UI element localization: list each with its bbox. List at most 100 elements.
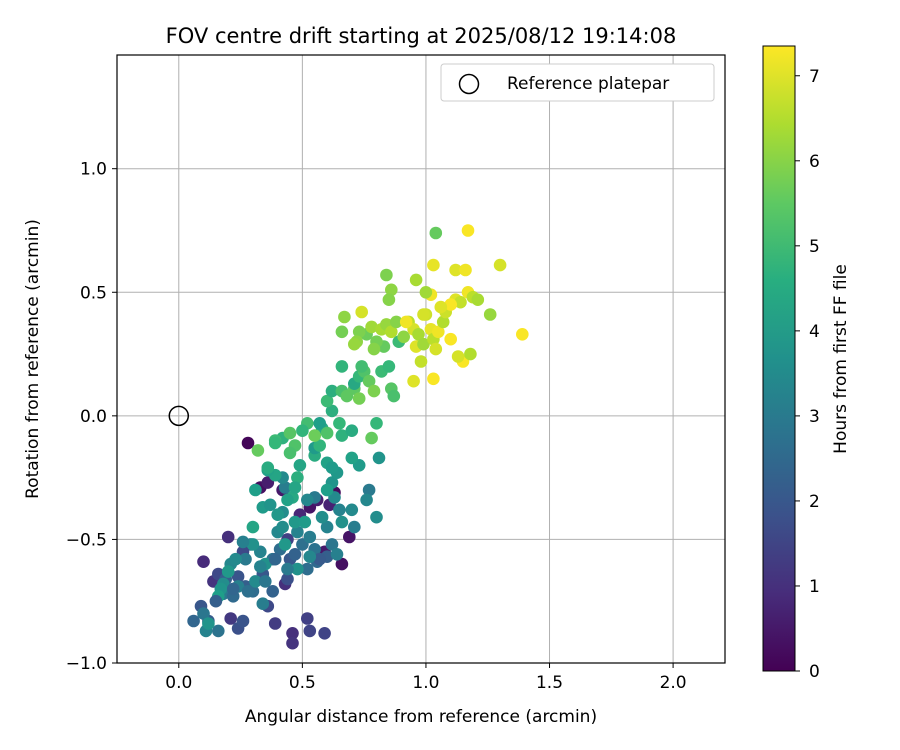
- data-point: [355, 305, 369, 319]
- data-point: [268, 436, 282, 450]
- data-point: [271, 508, 285, 521]
- data-point: [246, 538, 260, 551]
- data-point: [427, 258, 440, 272]
- data-point: [278, 481, 292, 494]
- data-point: [325, 384, 339, 398]
- legend: Reference platepar: [440, 63, 715, 102]
- data-point: [399, 315, 413, 329]
- colorbar-tick-label: 3: [809, 407, 820, 427]
- data-point: [360, 493, 373, 507]
- data-point: [256, 597, 270, 610]
- plot-frame: [116, 54, 726, 664]
- data-point: [429, 226, 443, 240]
- data-point: [229, 552, 242, 566]
- data-point: [303, 624, 317, 638]
- data-point: [335, 360, 349, 373]
- data-point: [325, 538, 339, 551]
- data-point: [241, 436, 255, 450]
- data-point: [352, 325, 366, 339]
- x-tick-label: 2.0: [660, 673, 687, 693]
- data-point: [449, 263, 462, 277]
- data-point: [335, 429, 349, 442]
- data-point: [268, 552, 282, 566]
- data-point: [291, 525, 304, 539]
- data-point: [345, 424, 359, 438]
- data-point: [303, 550, 317, 563]
- y-tick-label: 0.5: [80, 283, 107, 303]
- x-tick-label: 0.0: [165, 673, 192, 693]
- data-point: [417, 308, 430, 321]
- data-point: [397, 330, 411, 344]
- x-axis-ticks: 0.0 0.5 1.0 1.5 2.0: [165, 663, 687, 693]
- y-tick-label: −1.0: [66, 654, 107, 674]
- data-point: [414, 355, 428, 368]
- data-point: [286, 636, 299, 650]
- y-tick-label: −0.5: [66, 530, 107, 550]
- data-point: [268, 617, 282, 630]
- y-axis-ticks: −1.0 −0.5 0.0 0.5 1.0: [66, 160, 117, 674]
- data-point: [202, 617, 215, 630]
- data-point: [197, 607, 210, 620]
- data-point: [451, 350, 465, 363]
- data-point: [434, 300, 448, 314]
- data-point: [320, 520, 334, 534]
- data-point: [345, 451, 359, 465]
- data-point: [461, 224, 475, 237]
- data-point: [352, 392, 366, 405]
- data-point: [263, 498, 277, 512]
- x-axis-label: Angular distance from reference (arcmin): [245, 707, 597, 727]
- data-point: [239, 552, 252, 566]
- data-point: [367, 342, 381, 356]
- data-point: [444, 298, 458, 311]
- data-point: [335, 515, 349, 529]
- colorbar-tick-label: 5: [809, 237, 820, 257]
- data-point: [251, 444, 265, 457]
- data-point: [370, 510, 383, 524]
- data-point: [249, 483, 262, 497]
- data-point: [340, 389, 354, 403]
- data-point: [246, 520, 260, 534]
- data-point: [355, 360, 369, 373]
- data-point: [253, 560, 267, 573]
- data-point: [429, 342, 443, 356]
- data-point: [281, 572, 294, 586]
- data-point: [320, 483, 334, 497]
- data-point: [409, 273, 423, 287]
- data-point: [320, 394, 334, 408]
- data-point: [333, 503, 346, 517]
- chart-title: FOV centre drift starting at 2025/08/12 …: [166, 24, 677, 48]
- data-point: [385, 283, 398, 297]
- data-point: [259, 575, 272, 588]
- colorbar-tick-label: 0: [809, 662, 820, 682]
- y-tick-label: 0.0: [80, 407, 107, 427]
- data-point: [261, 461, 275, 475]
- colorbar-label: Hours from first FF file: [831, 264, 851, 454]
- colorbar-ticks: 0 1 2 3 4 5 6 7: [795, 67, 820, 682]
- data-point: [330, 548, 344, 561]
- data-point: [303, 530, 317, 544]
- data-point: [266, 585, 280, 598]
- data-point: [249, 575, 262, 588]
- data-point: [226, 582, 240, 596]
- data-point: [224, 612, 237, 625]
- data-point: [281, 562, 294, 576]
- data-point: [367, 384, 381, 398]
- data-point: [382, 293, 396, 307]
- data-point: [301, 612, 314, 625]
- data-point: [298, 515, 312, 529]
- data-point: [454, 295, 467, 309]
- legend-label: Reference platepar: [507, 74, 669, 94]
- data-point: [459, 263, 472, 277]
- colorbar-gradient: [762, 45, 796, 672]
- data-point: [335, 557, 349, 571]
- data-point: [278, 538, 292, 551]
- data-point: [343, 530, 356, 544]
- data-point: [407, 374, 420, 388]
- colorbar-tick-label: 6: [809, 152, 820, 172]
- data-point: [308, 429, 322, 442]
- legend-marker-icon: [458, 73, 480, 95]
- data-point: [516, 328, 529, 341]
- data-point: [372, 451, 386, 465]
- data-point: [348, 520, 361, 534]
